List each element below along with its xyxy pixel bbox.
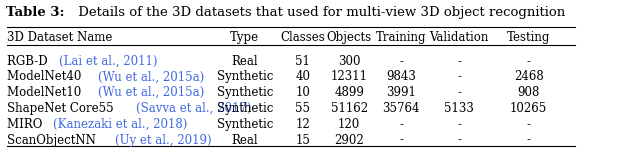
Text: Type: Type xyxy=(230,31,259,44)
Text: Synthetic: Synthetic xyxy=(216,102,273,115)
Text: Details of the 3D datasets that used for multi-view 3D object recognition: Details of the 3D datasets that used for… xyxy=(74,6,566,19)
Text: (Wu et al., 2015a): (Wu et al., 2015a) xyxy=(99,71,205,84)
Text: 3D Dataset Name: 3D Dataset Name xyxy=(7,31,113,44)
Text: 908: 908 xyxy=(518,86,540,99)
Text: Testing: Testing xyxy=(507,31,550,44)
Text: 2468: 2468 xyxy=(514,71,543,84)
Text: 9843: 9843 xyxy=(387,71,416,84)
Text: Training: Training xyxy=(376,31,426,44)
Text: Classes: Classes xyxy=(280,31,325,44)
Text: -: - xyxy=(457,118,461,131)
Text: 10: 10 xyxy=(295,86,310,99)
Text: Objects: Objects xyxy=(326,31,372,44)
Text: ShapeNet Core55: ShapeNet Core55 xyxy=(7,102,118,115)
Text: -: - xyxy=(399,55,403,68)
Text: 12311: 12311 xyxy=(331,71,367,84)
Text: 5133: 5133 xyxy=(444,102,474,115)
Text: Synthetic: Synthetic xyxy=(216,71,273,84)
Text: 40: 40 xyxy=(295,71,310,84)
Text: -: - xyxy=(457,71,461,84)
Text: 4899: 4899 xyxy=(334,86,364,99)
Text: Table 3:: Table 3: xyxy=(6,6,65,19)
Text: 51: 51 xyxy=(295,55,310,68)
Text: Real: Real xyxy=(232,134,258,147)
Text: 51162: 51162 xyxy=(330,102,367,115)
Text: MIRO: MIRO xyxy=(7,118,46,131)
Text: 55: 55 xyxy=(295,102,310,115)
Text: -: - xyxy=(527,134,531,147)
Text: ScanObjectNN: ScanObjectNN xyxy=(7,134,100,147)
Text: 300: 300 xyxy=(338,55,360,68)
Text: 120: 120 xyxy=(338,118,360,131)
Text: -: - xyxy=(457,55,461,68)
Text: -: - xyxy=(527,118,531,131)
Text: -: - xyxy=(457,86,461,99)
Text: 3991: 3991 xyxy=(387,86,416,99)
Text: ModelNet40: ModelNet40 xyxy=(7,71,85,84)
Text: 12: 12 xyxy=(295,118,310,131)
Text: 35764: 35764 xyxy=(383,102,420,115)
Text: Real: Real xyxy=(232,55,258,68)
Text: ModelNet10: ModelNet10 xyxy=(7,86,85,99)
Text: Synthetic: Synthetic xyxy=(216,118,273,131)
Text: -: - xyxy=(457,134,461,147)
Text: (Kanezaki et al., 2018): (Kanezaki et al., 2018) xyxy=(53,118,188,131)
Text: 2902: 2902 xyxy=(334,134,364,147)
Text: (Uy et al., 2019): (Uy et al., 2019) xyxy=(115,134,212,147)
Text: 10265: 10265 xyxy=(510,102,547,115)
Text: (Savva et al., 2017): (Savva et al., 2017) xyxy=(136,102,252,115)
Text: -: - xyxy=(527,55,531,68)
Text: Synthetic: Synthetic xyxy=(216,86,273,99)
Text: 15: 15 xyxy=(295,134,310,147)
Text: (Wu et al., 2015a): (Wu et al., 2015a) xyxy=(99,86,205,99)
Text: Validation: Validation xyxy=(429,31,489,44)
Text: -: - xyxy=(399,118,403,131)
Text: RGB-D: RGB-D xyxy=(7,55,52,68)
Text: (Lai et al., 2011): (Lai et al., 2011) xyxy=(59,55,157,68)
Text: -: - xyxy=(399,134,403,147)
